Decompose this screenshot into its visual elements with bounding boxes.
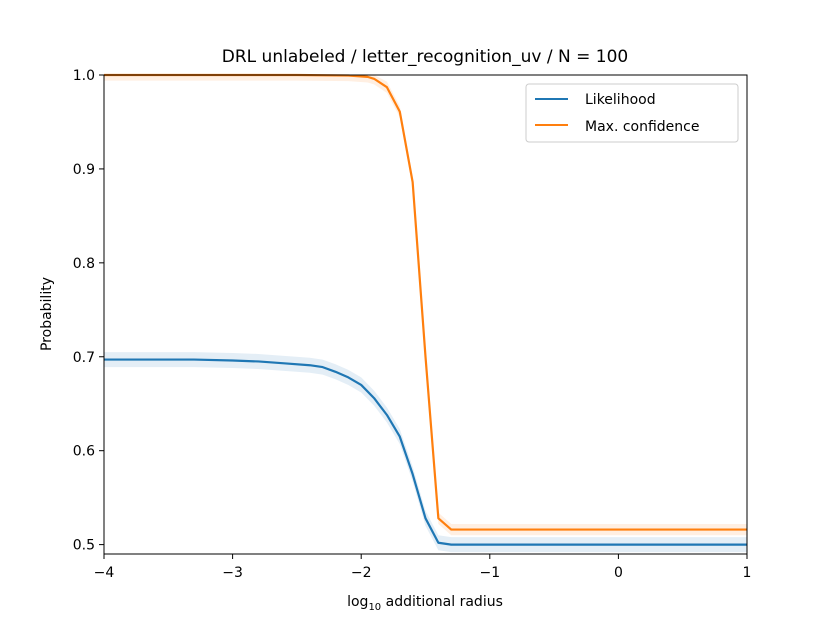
legend-box [525,83,739,143]
y-axis-ticks: 0.5 0.6 0.7 0.8 0.9 1.0 [73,68,104,554]
y-tick-label: 0.5 [73,538,95,554]
plot-frame [103,74,748,555]
y-tick-label: 0.8 [73,256,95,272]
x-tick-label: 0 [614,565,623,581]
chart-title: DRL unlabeled / letter_recognition_uv / … [222,47,628,67]
x-tick-label: −3 [222,565,243,581]
x-axis-label: log10 additional radius [347,594,503,613]
y-tick-label: 1.0 [73,68,95,84]
x-tick-label: −1 [479,565,500,581]
legend-label-likelihood: Likelihood [585,92,656,108]
y-axis-label: Probability [39,277,55,351]
legend-label-max-confidence: Max. confidence [585,119,699,135]
x-tick-label: −2 [351,565,372,581]
x-axis-ticks: −4 −3 −2 −1 0 1 [94,554,752,581]
y-tick-label: 0.6 [73,444,95,460]
x-tick-label: 1 [743,565,752,581]
y-tick-label: 0.9 [73,162,95,178]
confidence-bands [104,75,747,553]
y-tick-label: 0.7 [73,350,95,366]
band-likelihood [104,352,747,553]
legend: Likelihood Max. confidence [525,83,739,143]
x-tick-label: −4 [94,565,115,581]
line-likelihood [104,358,747,546]
